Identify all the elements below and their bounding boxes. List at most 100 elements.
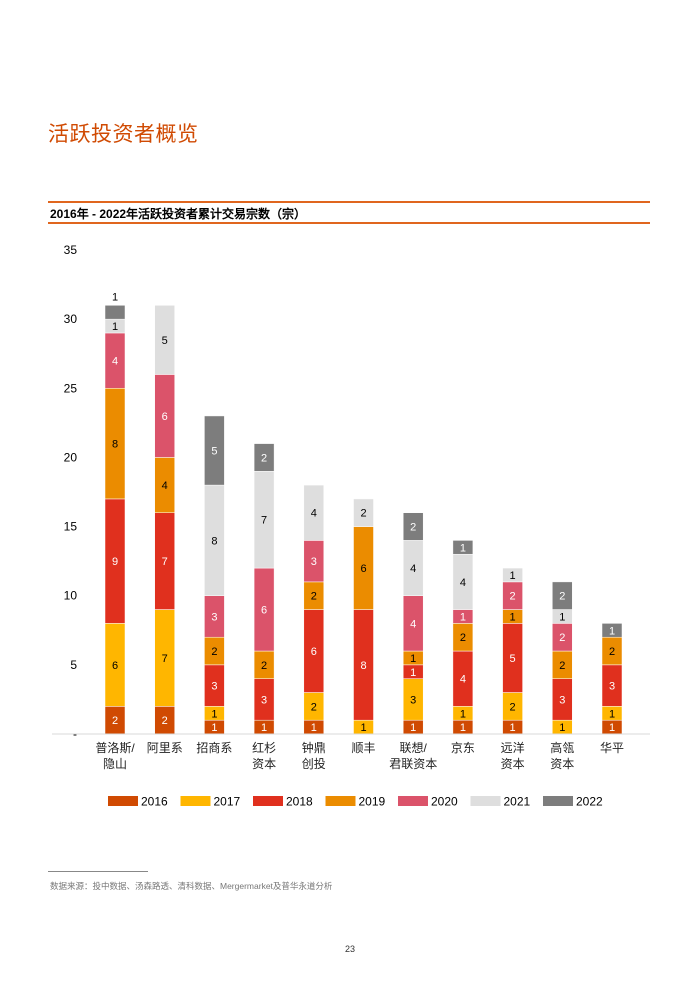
bar-segment-label: 4 — [162, 480, 168, 492]
bar-segment-label: 1 — [112, 291, 118, 303]
bar-segment-label: 4 — [460, 577, 466, 589]
bar-segment-2021 — [502, 567, 523, 583]
bar-segment-label: 1 — [211, 708, 217, 720]
legend-item: 2021 — [470, 795, 531, 809]
legend-item: 2017 — [180, 795, 241, 809]
x-tick-label: 顺丰 — [351, 741, 375, 755]
bar-segment-label: 3 — [211, 681, 217, 693]
x-tick-label: 资本 — [550, 757, 574, 771]
bar-segment-label: 2 — [559, 660, 565, 672]
legend-item: 2020 — [398, 795, 458, 809]
bar-segment-label: 2 — [261, 452, 267, 464]
legend-item: 2018 — [253, 795, 313, 809]
bar-segment-label: 2 — [510, 701, 516, 713]
bar-stack: 1 3 2 2 1 2 — [552, 581, 573, 735]
bar-segment-2022 — [402, 512, 424, 541]
bar-segment-label: 4 — [410, 563, 416, 575]
x-tick-label: 联想/ — [400, 740, 428, 755]
bar-stack: 1 3 1 1 4 4 2 — [402, 512, 424, 735]
bar-segment-label: 8 — [112, 439, 118, 451]
bar-stack: 1 2 6 2 3 4 — [303, 484, 325, 735]
bar-segment-label: 1 — [410, 667, 416, 679]
bar-segment-2021 — [154, 305, 175, 375]
legend-swatch — [398, 796, 428, 806]
subtitle-top-rule — [48, 201, 650, 203]
x-tick-label: 资本 — [501, 757, 525, 771]
bar-segment-2022 — [253, 443, 275, 472]
bar-segment-label: 1 — [112, 321, 118, 333]
bar-segment-label: 3 — [261, 694, 267, 706]
bar-segment-label: 2 — [211, 646, 217, 658]
bar-segment-label: 3 — [211, 611, 217, 623]
bar-segment-label: 2 — [360, 508, 366, 520]
legend-swatch — [325, 796, 356, 806]
bar-segment-label: 6 — [162, 411, 168, 423]
bar-segment-label: 1 — [510, 722, 516, 734]
bar-segment-label: 1 — [460, 722, 466, 734]
legend-swatch — [253, 796, 283, 806]
legend-label: 2016 — [141, 795, 168, 809]
legend-swatch — [108, 796, 138, 806]
bar-segment-label: 6 — [261, 605, 267, 617]
bar-segment-label: 1 — [311, 722, 317, 734]
bar-segment-label: 4 — [311, 508, 317, 520]
x-tick-label: 钟鼎 — [302, 740, 326, 755]
bar-segment-2022 — [601, 623, 623, 638]
bar-segment-label: 3 — [410, 694, 416, 706]
bar-stack: 2 7 7 4 6 5 — [154, 305, 175, 735]
y-tick-label: 35 — [64, 243, 78, 257]
bar-segment-label: 1 — [609, 722, 615, 734]
legend-item: 2016 — [108, 795, 168, 809]
bar-segment-label: 6 — [112, 660, 118, 672]
bar-segment-label: 2 — [112, 715, 118, 727]
x-tick-label: 创投 — [302, 756, 326, 771]
bar-stack: 1 2 5 1 2 1 — [502, 567, 523, 735]
bar-segment-label: 1 — [510, 611, 516, 623]
bar-segment-label: 2 — [559, 632, 565, 644]
y-tick-label: 5 — [70, 658, 77, 672]
bar-segment-label: 7 — [162, 556, 168, 568]
legend-label: 2018 — [286, 795, 313, 809]
legend-swatch — [543, 796, 573, 806]
bar-segment-label: 2 — [510, 591, 516, 603]
bar-segment-2021 — [303, 484, 325, 541]
x-tick-label: 阿里系 — [147, 741, 183, 755]
x-tick-label: 招商系 — [196, 740, 232, 755]
legend-label: 2020 — [431, 795, 458, 809]
y-tick-label: 25 — [64, 381, 78, 395]
bar-segment-label: 1 — [460, 542, 466, 554]
bar-segment-label: 8 — [211, 535, 217, 547]
x-tick-label: 资本 — [252, 757, 276, 771]
legend-item: 2019 — [325, 795, 386, 809]
legend-swatch — [180, 796, 211, 806]
y-tick-label: 20 — [64, 450, 78, 464]
bar-segment-2022 — [452, 540, 474, 555]
legend: 2016 2017 2018 2019 2020 2021 2022 — [108, 795, 603, 809]
bar-segment-label: 3 — [609, 681, 615, 693]
bar-segment-label: 6 — [311, 646, 317, 658]
bar-segment-label: 4 — [112, 356, 118, 368]
x-tick-label: 普洛斯/ — [95, 740, 135, 755]
x-tick-label: 京东 — [451, 741, 475, 755]
bar-segment-label: 1 — [410, 653, 416, 665]
legend-label: 2022 — [576, 795, 603, 809]
x-tick-label: 隐山 — [103, 757, 127, 771]
bar-segment-2022 — [104, 305, 126, 320]
legend-label: 2019 — [359, 795, 386, 809]
bar-segment-label: 2 — [609, 646, 615, 658]
bar-segment-label: 7 — [162, 653, 168, 665]
page-title: 活跃投资者概览 — [48, 123, 199, 146]
bar-segment-label: 8 — [360, 660, 366, 672]
bars: 2698411277465113238513267212623418621311… — [104, 291, 623, 735]
bar-segment-label: 2 — [460, 632, 466, 644]
x-tick-label: 华平 — [600, 741, 624, 755]
bar-stack: 1 1 4 2 1 4 1 — [452, 540, 474, 735]
bar-segment-label: 7 — [261, 515, 267, 527]
data-source-note: 数据来源：投中数据、汤森路透、清科数据、Mergermarket及普华永道分析 — [50, 881, 333, 891]
bar-segment-label: 2 — [311, 701, 317, 713]
legend-label: 2017 — [214, 795, 241, 809]
bar-segment-label: 2 — [311, 591, 317, 603]
